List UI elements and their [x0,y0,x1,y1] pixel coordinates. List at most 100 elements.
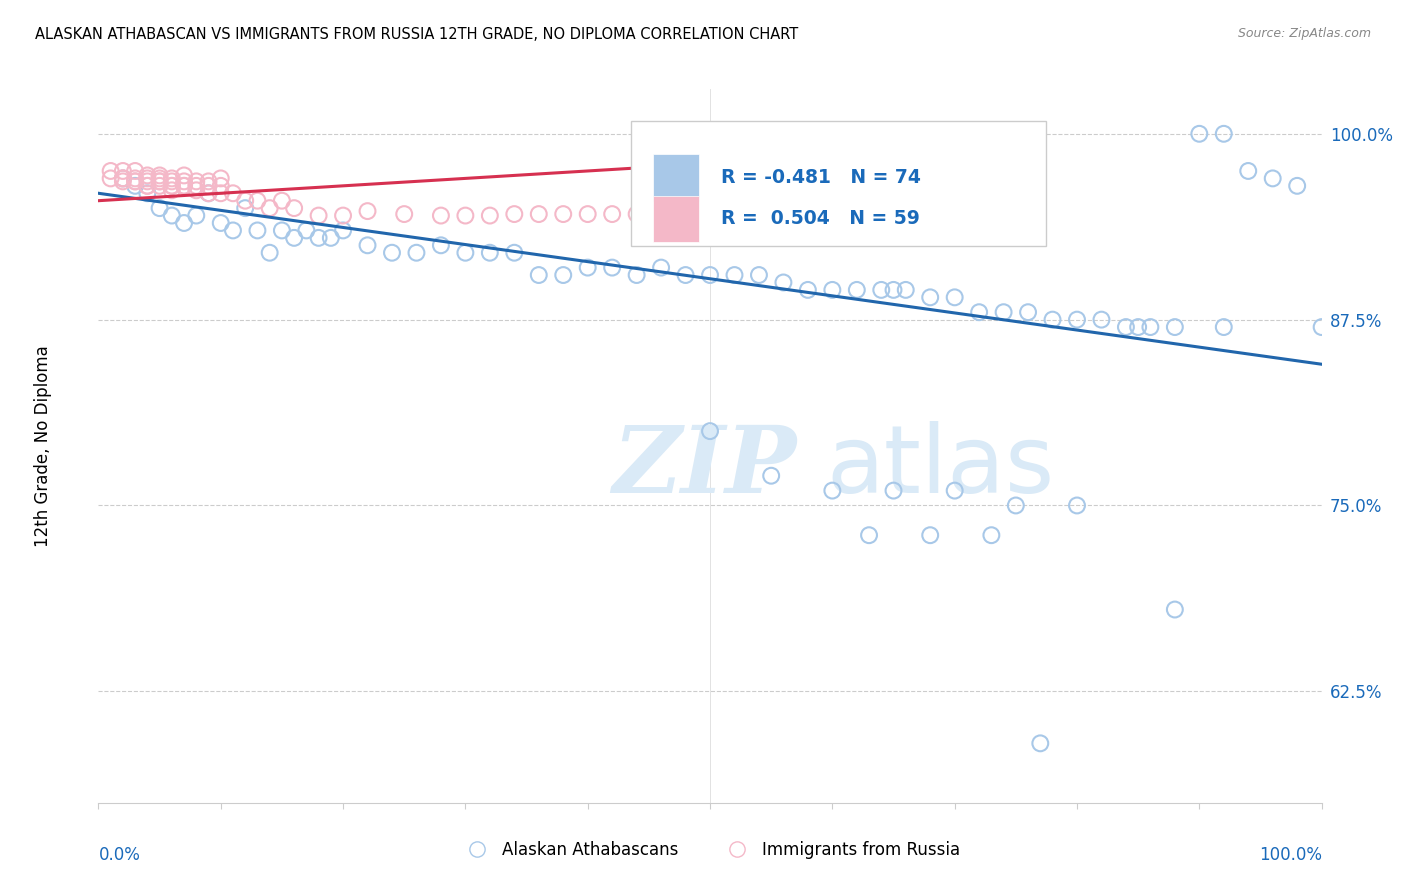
Point [894,283,917,297]
Point [149,174,172,188]
Point [100,164,122,178]
Point [1066,312,1088,326]
Point [600,260,623,275]
Point [197,186,219,201]
Text: ZIP: ZIP [612,423,796,512]
Text: 100.0%: 100.0% [1258,846,1322,863]
Point [699,268,721,282]
Point [772,276,794,290]
Point [186,209,208,223]
Point [270,223,294,237]
Point [149,171,172,186]
Point [209,186,232,201]
Text: Source: ZipAtlas.com: Source: ZipAtlas.com [1237,27,1371,40]
Point [392,207,416,221]
Point [136,171,159,186]
Point [186,183,208,197]
Point [381,245,404,260]
Point [430,238,453,252]
Point [967,305,990,319]
Point [1004,499,1026,513]
Point [503,245,526,260]
Point [1286,178,1309,193]
Point [173,169,195,183]
Point [626,268,648,282]
Point [748,268,770,282]
Point [209,178,232,193]
Point [454,245,477,260]
Point [553,207,575,221]
Point [626,207,648,221]
Point [1237,164,1260,178]
Point [149,169,172,183]
Point [160,171,183,186]
Point [553,268,575,282]
Text: atlas: atlas [827,421,1054,514]
Point [259,201,281,215]
Point [233,201,256,215]
Point [160,174,183,188]
Point [136,186,159,201]
Point [1212,127,1234,141]
Point [160,178,183,193]
Point [124,171,146,186]
Point [111,174,134,188]
Point [405,245,427,260]
Point [650,260,672,275]
Point [149,174,172,188]
Point [821,283,844,297]
Bar [652,195,699,242]
Point [1212,320,1234,334]
Text: 12th Grade, No Diploma: 12th Grade, No Diploma [34,345,52,547]
Bar [630,121,1046,246]
Point [270,194,294,208]
Point [124,174,146,188]
Point [246,194,269,208]
Point [136,169,159,183]
Point [980,528,1002,542]
Point [308,231,330,245]
Point [283,231,305,245]
Point [503,207,526,221]
Point [197,174,219,188]
Point [1042,312,1064,326]
Text: ALASKAN ATHABASCAN VS IMMIGRANTS FROM RUSSIA 12TH GRADE, NO DIPLOMA CORRELATION : ALASKAN ATHABASCAN VS IMMIGRANTS FROM RU… [35,27,799,42]
Point [1164,320,1187,334]
Point [209,171,232,186]
Text: R = -0.481   N = 74: R = -0.481 N = 74 [721,168,921,187]
Point [1128,320,1150,334]
Point [883,283,905,297]
Point [1066,499,1088,513]
Point [332,223,354,237]
Point [233,194,256,208]
Point [430,209,453,223]
Point [209,216,232,230]
Point [1310,320,1333,334]
Point [173,178,195,193]
Point [136,178,159,193]
Point [136,178,159,193]
Point [197,178,219,193]
Point [100,171,122,186]
Point [1261,171,1284,186]
Point [319,231,342,245]
Point [1188,127,1211,141]
Point [308,209,330,223]
Point [600,207,623,221]
Point [111,171,134,186]
Point [222,223,245,237]
Point [173,178,195,193]
Point [1164,602,1187,616]
Point [111,171,134,186]
Point [1139,320,1161,334]
Point [576,207,599,221]
Point [186,178,208,193]
Point [1017,305,1039,319]
Point [454,209,477,223]
Text: R =  0.504   N = 59: R = 0.504 N = 59 [721,210,920,228]
Point [124,164,146,178]
Point [111,164,134,178]
Point [993,305,1015,319]
Point [723,268,745,282]
Point [920,528,942,542]
